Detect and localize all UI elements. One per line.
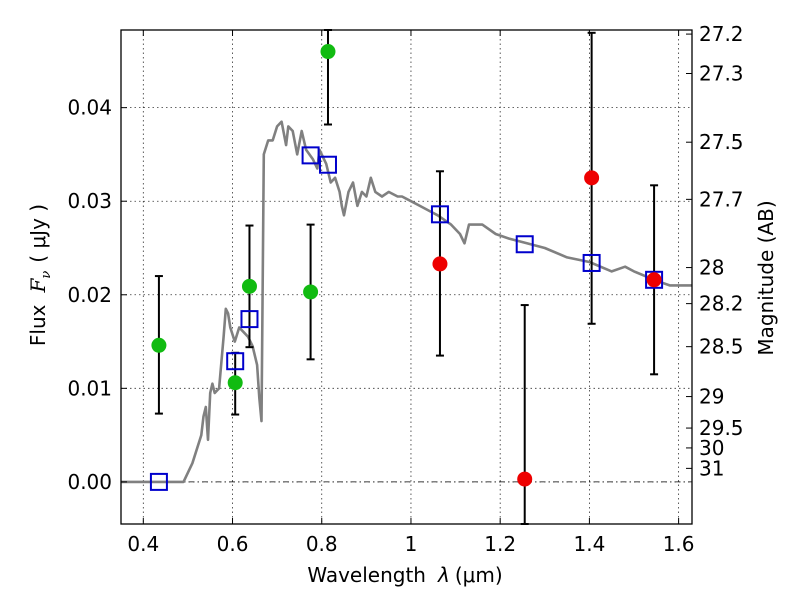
red-flux-point: [432, 256, 448, 272]
magnitude-tick-label: 29: [699, 385, 724, 409]
model-band-square: [582, 253, 601, 272]
model-band-squares: [149, 146, 664, 491]
plot-frame: [120, 29, 693, 525]
green-flux-point: [320, 44, 336, 60]
magnitude-tick-label: 27.2: [699, 22, 744, 46]
red-flux-point: [517, 471, 533, 487]
y-tick-label: 0.04: [67, 96, 112, 120]
y-tick-label: 0.03: [67, 189, 112, 213]
magnitude-axis-label: Magnitude (AB): [754, 200, 778, 355]
model-band-square: [301, 146, 320, 165]
magnitude-tick-label: 31: [699, 456, 724, 480]
magnitude-tick-label: 27.7: [699, 187, 744, 211]
x-tick-label: 0.4: [127, 532, 159, 556]
model-band-square: [645, 270, 664, 289]
model-band-square: [318, 155, 337, 174]
y-axis-ticks: 0.00 0.01 0.02 0.03 0.04: [67, 96, 127, 494]
x-tick-label: 0.6: [217, 532, 249, 556]
x-tick-label: 1: [405, 532, 418, 556]
green-flux-point: [151, 337, 167, 353]
x-axis-label: Wavelength λ (μm): [307, 563, 502, 587]
magnitude-tick-label: 30: [699, 436, 724, 460]
red-flux-point: [584, 170, 600, 186]
green-flux-point: [227, 375, 243, 391]
magnitude-tick-label: 27.5: [699, 130, 744, 154]
y-tick-label: 0.00: [67, 470, 112, 494]
green-flux-point: [241, 278, 257, 294]
measured-flux-points: [151, 44, 662, 487]
magnitude-tick-label: 29.5: [699, 416, 744, 440]
model-band-square: [149, 472, 168, 491]
model-band-square: [226, 352, 245, 371]
magnitude-tick-label: 28: [699, 256, 724, 280]
x-tick-label: 1.6: [663, 532, 695, 556]
y-tick-label: 0.02: [67, 283, 112, 307]
model-band-square: [240, 310, 259, 329]
model-band-square: [515, 235, 534, 254]
magnitude-tick-label: 28.2: [699, 292, 744, 316]
x-axis-ticks: 0.4 0.6 0.8 1 1.2 1.4 1.6: [127, 30, 695, 556]
grid-lines: [121, 30, 692, 524]
model-sed-curve: [121, 120, 692, 484]
magnitude-tick-label: 28.5: [699, 335, 744, 359]
model-band-square: [430, 205, 449, 224]
x-tick-label: 1.4: [573, 532, 605, 556]
y-axis-label: FluxFν( μJy ): [26, 204, 54, 346]
x-tick-label: 0.8: [306, 532, 338, 556]
error-bars: [154, 29, 659, 525]
magnitude-tick-label: 27.3: [699, 61, 744, 85]
y-tick-label: 0.01: [67, 376, 112, 400]
green-flux-point: [303, 284, 319, 300]
red-flux-point: [646, 272, 662, 288]
x-tick-label: 1.2: [484, 532, 516, 556]
